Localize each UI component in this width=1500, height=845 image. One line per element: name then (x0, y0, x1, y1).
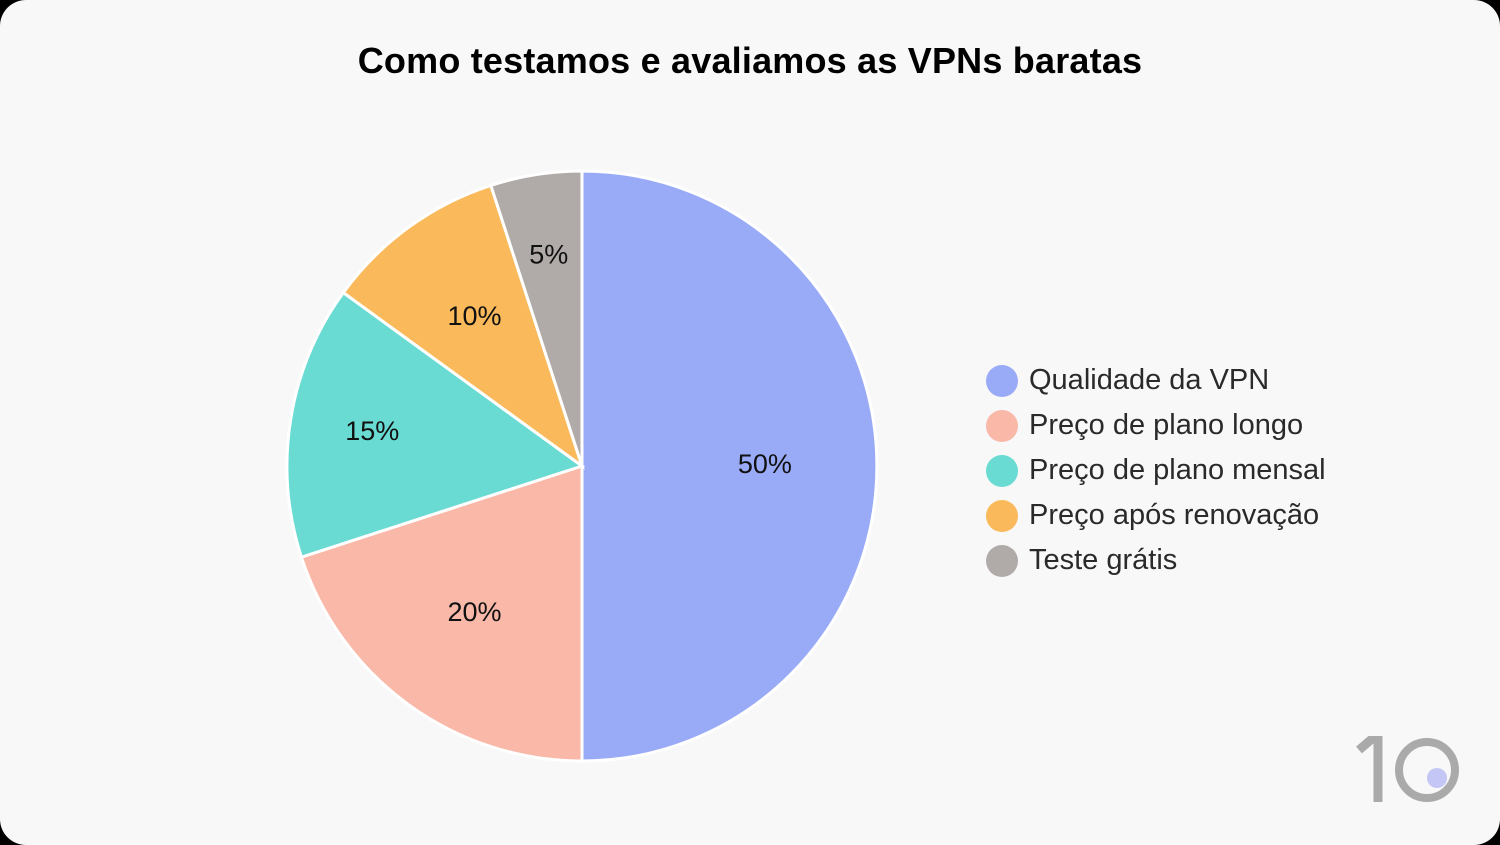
pie-slice (341, 183, 585, 470)
legend-label: Preço após renovação (1029, 499, 1320, 531)
legend-swatch-icon (986, 364, 1018, 397)
legend-item-plano-longo: Preço de plano longo (986, 403, 1326, 448)
legend-label: Teste grátis (1029, 544, 1178, 576)
slice-value-label: 20% (447, 597, 501, 627)
legend-label: Preço de plano mensal (1029, 454, 1326, 486)
slice-value-label: 10% (447, 301, 501, 331)
legend-item-renovacao: Preço após renovação (986, 493, 1326, 538)
legend-swatch-icon (986, 409, 1018, 442)
legend-swatch-icon (986, 499, 1018, 532)
legend: Qualidade da VPN Preço de plano longo Pr… (986, 358, 1326, 583)
legend-swatch-icon (986, 544, 1018, 577)
pie-slice (488, 169, 584, 467)
pie-slice (580, 169, 879, 763)
slice-value-label: 15% (345, 416, 399, 446)
legend-label: Qualidade da VPN (1029, 364, 1270, 396)
chart-title: Como testamos e avaliamos as VPNs barata… (357, 40, 1143, 81)
pie-slice (285, 290, 586, 560)
legend-item-teste-gratis: Teste grátis (986, 538, 1326, 583)
slice-value-label: 50% (738, 449, 792, 479)
pie-slice (299, 463, 584, 763)
legend-item-qualidade: Qualidade da VPN (986, 358, 1326, 403)
legend-item-plano-mensal: Preço de plano mensal (986, 448, 1326, 493)
brand-logo-icon (1356, 736, 1459, 802)
slice-value-label: 5% (529, 239, 568, 269)
legend-swatch-icon (986, 454, 1018, 487)
legend-label: Preço de plano longo (1029, 409, 1304, 441)
